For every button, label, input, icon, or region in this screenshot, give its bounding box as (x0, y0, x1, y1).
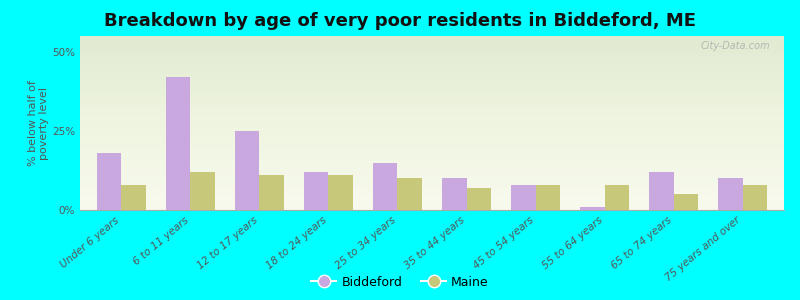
Text: Breakdown by age of very poor residents in Biddeford, ME: Breakdown by age of very poor residents … (104, 12, 696, 30)
Legend: Biddeford, Maine: Biddeford, Maine (306, 271, 494, 294)
Bar (190, 172, 214, 210)
Bar (650, 172, 674, 210)
Bar (304, 172, 329, 210)
Bar (374, 163, 398, 210)
Bar (166, 77, 190, 210)
Bar (98, 153, 122, 210)
Bar (605, 185, 629, 210)
Bar (122, 185, 146, 210)
Bar (535, 185, 560, 210)
Bar (742, 185, 766, 210)
Bar (259, 175, 284, 210)
Bar (329, 175, 353, 210)
Y-axis label: % below half of
poverty level: % below half of poverty level (28, 80, 50, 166)
Bar (398, 178, 422, 210)
Bar (235, 131, 259, 210)
Bar (718, 178, 742, 210)
Bar (580, 207, 605, 210)
Bar (442, 178, 466, 210)
Bar (511, 185, 535, 210)
Text: City-Data.com: City-Data.com (700, 41, 770, 51)
Bar (466, 188, 490, 210)
Bar (674, 194, 698, 210)
